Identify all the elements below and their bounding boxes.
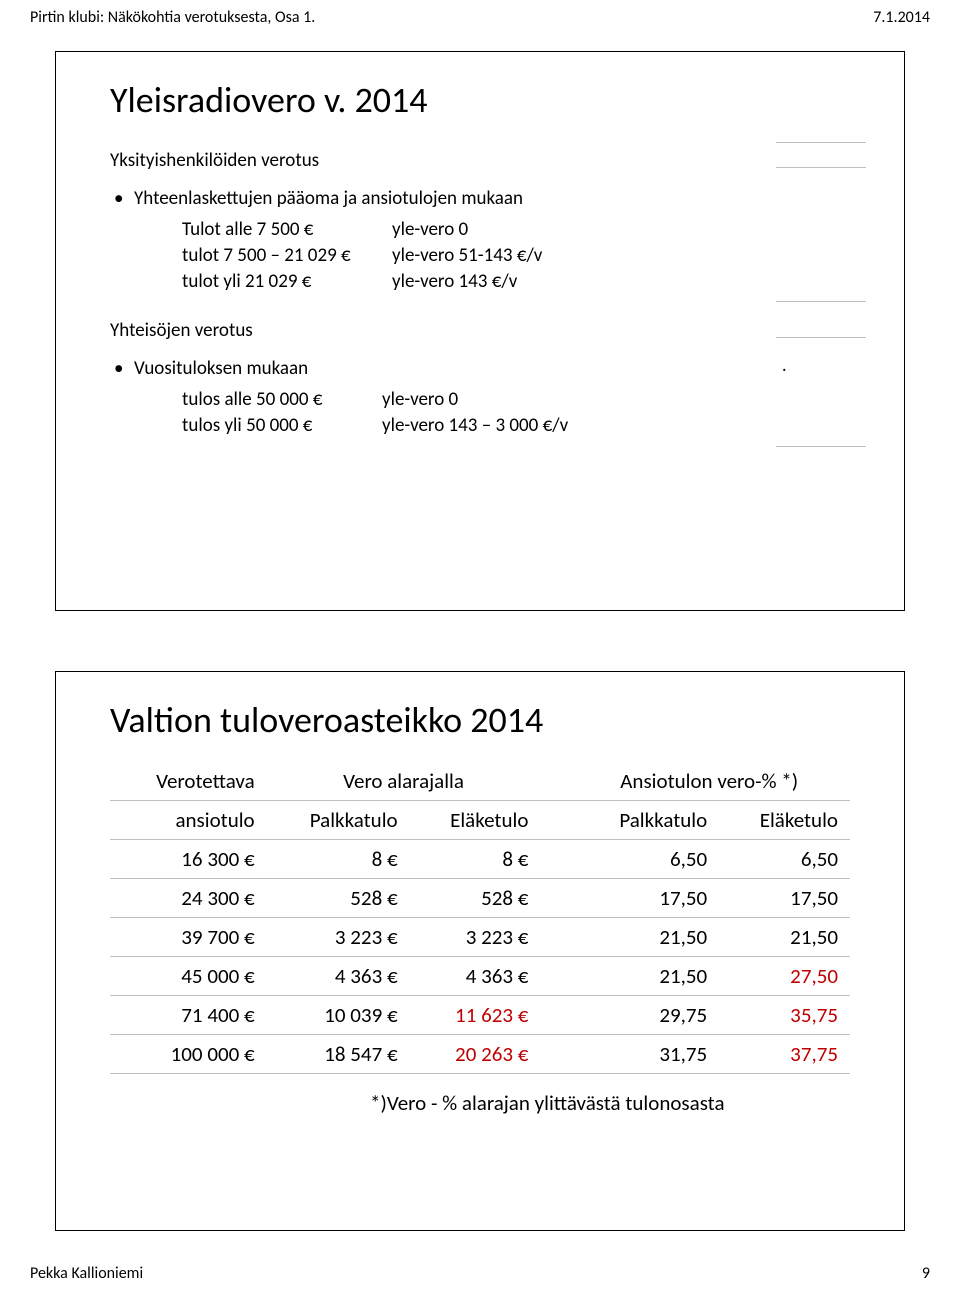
table-cell: 18 547 € — [267, 1035, 410, 1074]
s1-l2a: tulot 7 500 – 21 029 € — [182, 243, 392, 269]
table-cell: 39 700 € — [110, 918, 267, 957]
table-cell: 16 300 € — [110, 840, 267, 879]
table-row: 100 000 €18 547 €20 263 €31,7537,75 — [110, 1035, 850, 1074]
table-cell: 37,75 — [719, 1035, 850, 1074]
slide-yleisradiovero: Yleisradiovero v. 2014 Yksityishenkilöid… — [55, 51, 905, 611]
slide2-title: Valtion tuloveroasteikko 2014 — [110, 698, 866, 742]
table-row: 71 400 €10 039 €11 623 €29,7535,75 — [110, 996, 850, 1035]
page-header: Pirtin klubi: Näkökohtia verotuksesta, O… — [0, 0, 960, 31]
table-cell: 10 039 € — [267, 996, 410, 1035]
table-cell: 31,75 — [540, 1035, 719, 1074]
slide1-bullet2: Vuosituloksen mukaan — [110, 356, 776, 382]
slide1-rightcell — [776, 312, 866, 338]
table-header-row1: Verotettava Vero alarajalla Ansiotulon v… — [110, 762, 850, 801]
header-right: 7.1.2014 — [873, 8, 930, 27]
table-cell: 27,50 — [719, 957, 850, 996]
s1-l3a: tulot yli 21 029 € — [182, 269, 392, 295]
slide1-bullet1-block: Yhteenlaskettujen pääoma ja ansiotulojen… — [110, 182, 776, 313]
table-cell: 4 363 € — [410, 957, 541, 996]
tax-scale-table: Verotettava Vero alarajalla Ansiotulon v… — [110, 762, 850, 1074]
slide1-rightcell — [776, 182, 866, 302]
slide1-title: Yleisradiovero v. 2014 — [110, 78, 866, 122]
table-cell: 20 263 € — [410, 1035, 541, 1074]
table-row: 45 000 €4 363 €4 363 €21,5027,50 — [110, 957, 850, 996]
footer-left: Pekka Kallioniemi — [30, 1264, 143, 1283]
th-palkkatulo1: Palkkatulo — [267, 801, 410, 840]
page-footer: Pekka Kallioniemi 9 — [0, 1264, 960, 1283]
th-verotettava: Verotettava — [110, 762, 267, 801]
s1-l4b: yle-vero 0 — [382, 387, 776, 413]
footer-right: 9 — [922, 1264, 930, 1283]
slide-tuloveroasteikko: Valtion tuloveroasteikko 2014 Verotettav… — [55, 671, 905, 1231]
table-cell: 71 400 € — [110, 996, 267, 1035]
tax-table-body: 16 300 €8 €8 €6,506,5024 300 €528 €528 €… — [110, 840, 850, 1074]
s1-l5b: yle-vero 143 – 3 000 €/v — [382, 413, 776, 439]
s1-l5a: tulos yli 50 000 € — [182, 413, 382, 439]
table-cell: 17,50 — [540, 879, 719, 918]
slides-container: Yleisradiovero v. 2014 Yksityishenkilöid… — [0, 31, 960, 1231]
slide1-rightcell — [776, 142, 866, 168]
slide1-bullet2-block: Vuosituloksen mukaan tulos alle 50 000 €… — [110, 352, 776, 457]
th-ansiotulo: ansiotulo — [110, 801, 267, 840]
slide1-subheading1: Yksityishenkilöiden verotus — [110, 142, 776, 180]
table-cell: 528 € — [410, 879, 541, 918]
table-cell: 8 € — [267, 840, 410, 879]
table-cell: 8 € — [410, 840, 541, 879]
th-vero-alarajalla: Vero alarajalla — [267, 762, 541, 801]
slide1-bullet1: Yhteenlaskettujen pääoma ja ansiotulojen… — [110, 186, 776, 212]
table-cell: 21,50 — [719, 918, 850, 957]
slide1-indent1: Tulot alle 7 500 €yle-vero 0 tulot 7 500… — [110, 217, 776, 294]
th-elaketulo2: Eläketulo — [719, 801, 850, 840]
header-left: Pirtin klubi: Näkökohtia verotuksesta, O… — [30, 8, 315, 27]
table-cell: 17,50 — [719, 879, 850, 918]
s1-l1b: yle-vero 0 — [392, 217, 776, 243]
slide1-subheading2: Yhteisöjen verotus — [110, 312, 776, 350]
slide1-indent2: tulos alle 50 000 €yle-vero 0 tulos yli … — [110, 387, 776, 438]
table-cell: 11 623 € — [410, 996, 541, 1035]
table-cell: 4 363 € — [267, 957, 410, 996]
th-elaketulo1: Eläketulo — [410, 801, 541, 840]
table-row: 39 700 €3 223 €3 223 €21,5021,50 — [110, 918, 850, 957]
table-row: 16 300 €8 €8 €6,506,50 — [110, 840, 850, 879]
table-cell: 6,50 — [540, 840, 719, 879]
slide2-footnote: *)Vero - % alarajan ylittävästä tulonosa… — [110, 1090, 866, 1116]
table-cell: 24 300 € — [110, 879, 267, 918]
slide1-dot: . — [776, 352, 866, 447]
table-cell: 3 223 € — [267, 918, 410, 957]
th-palkkatulo2: Palkkatulo — [540, 801, 719, 840]
slide1-body: Yksityishenkilöiden verotus Yhteenlasket… — [110, 142, 866, 457]
table-cell: 100 000 € — [110, 1035, 267, 1074]
table-cell: 45 000 € — [110, 957, 267, 996]
s1-l4a: tulos alle 50 000 € — [182, 387, 382, 413]
s1-l3b: yle-vero 143 €/v — [392, 269, 776, 295]
table-cell: 21,50 — [540, 957, 719, 996]
s1-l2b: yle-vero 51-143 €/v — [392, 243, 776, 269]
table-cell: 35,75 — [719, 996, 850, 1035]
s1-l1a: Tulot alle 7 500 € — [182, 217, 392, 243]
table-cell: 29,75 — [540, 996, 719, 1035]
table-cell: 528 € — [267, 879, 410, 918]
th-ansiotulon-vero: Ansiotulon vero-% *) — [540, 762, 850, 801]
table-header-row2: ansiotulo Palkkatulo Eläketulo Palkkatul… — [110, 801, 850, 840]
table-cell: 6,50 — [719, 840, 850, 879]
table-cell: 3 223 € — [410, 918, 541, 957]
table-cell: 21,50 — [540, 918, 719, 957]
table-row: 24 300 €528 €528 €17,5017,50 — [110, 879, 850, 918]
